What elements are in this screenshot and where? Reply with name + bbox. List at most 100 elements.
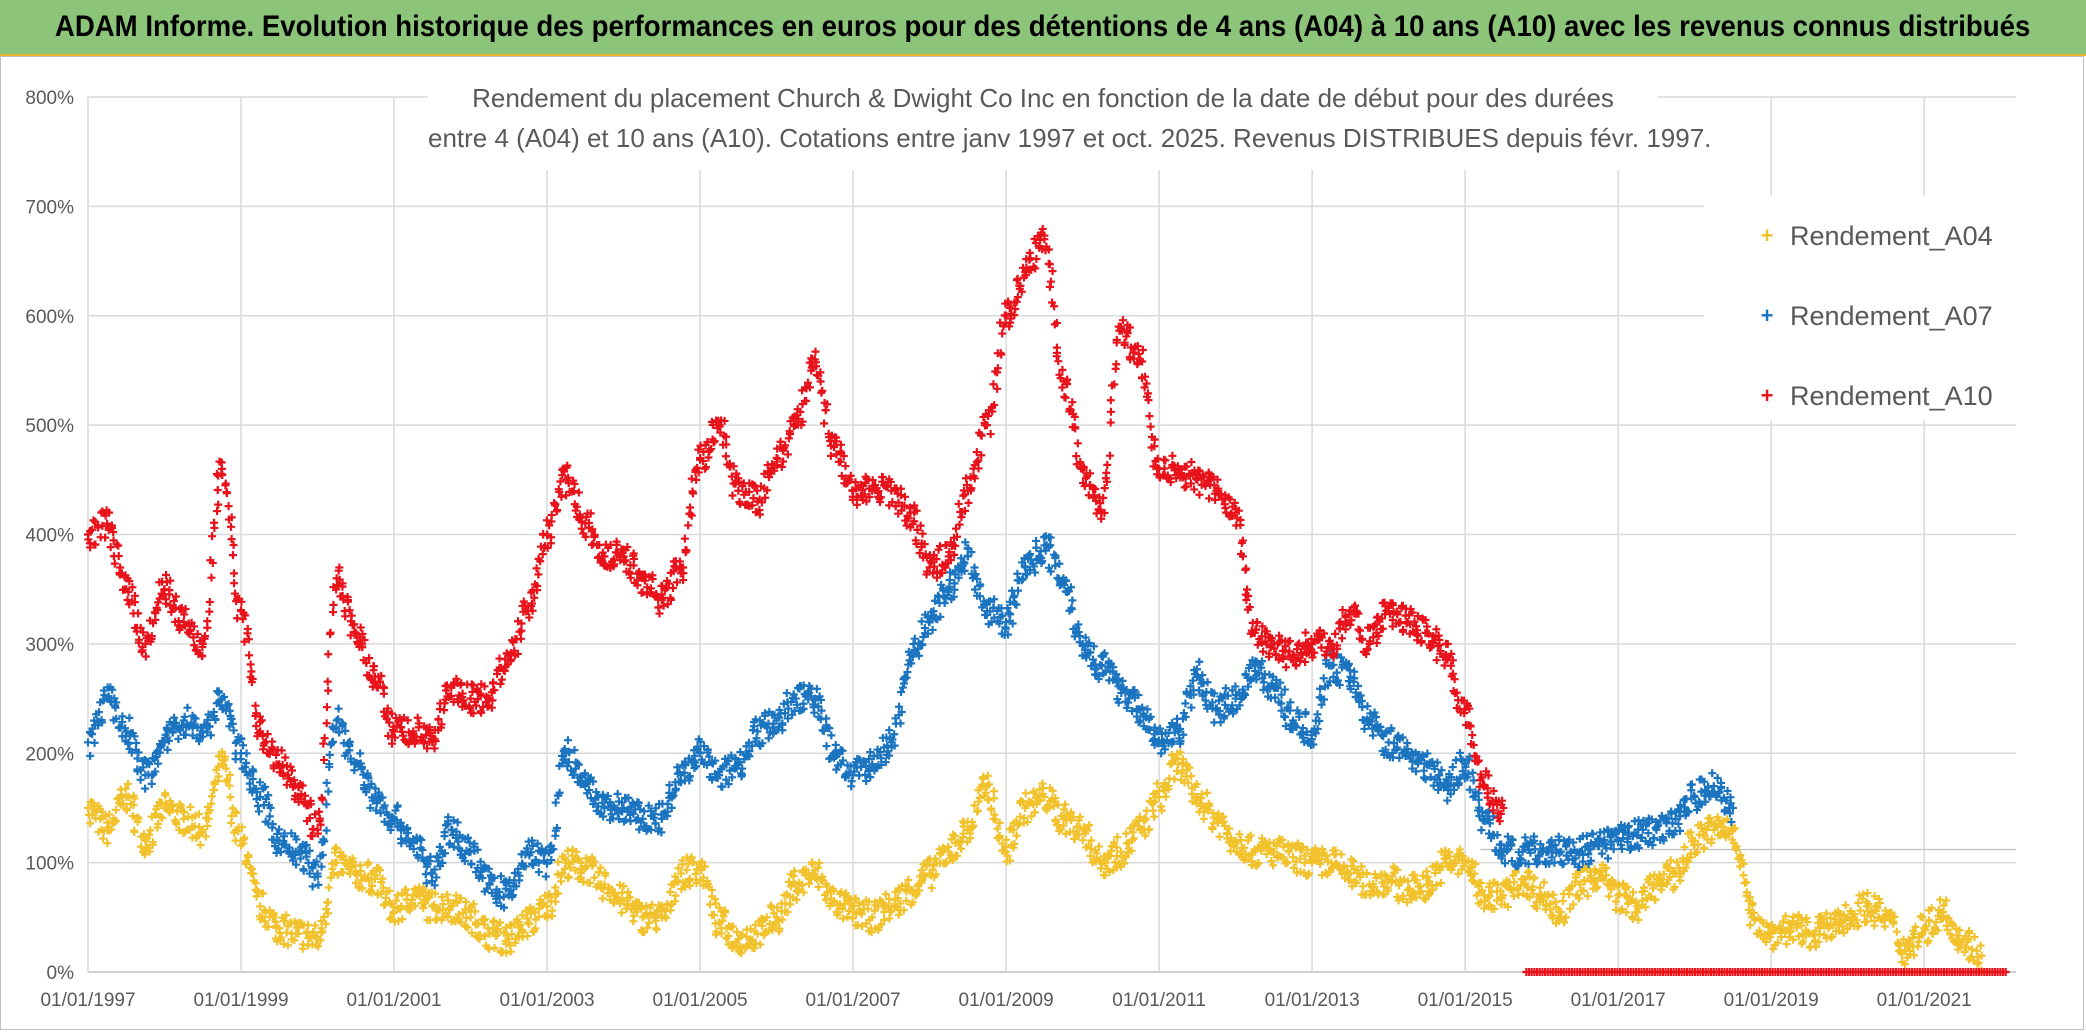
point-rendement-a07 <box>397 839 406 848</box>
point-rendement-a04 <box>1686 828 1695 837</box>
point-rendement-a04 <box>1623 882 1632 891</box>
point-rendement-a04 <box>758 914 767 923</box>
point-rendement-a04 <box>1560 918 1569 927</box>
point-rendement-a07 <box>467 859 476 868</box>
point-rendement-a04 <box>249 869 258 878</box>
point-rendement-a04 <box>1782 939 1791 948</box>
point-rendement-a07 <box>156 743 165 752</box>
point-rendement-a04 <box>572 847 581 856</box>
point-rendement-a07 <box>441 849 450 858</box>
point-rendement-a04 <box>1068 813 1077 822</box>
point-rendement-a04 <box>175 825 184 834</box>
point-rendement-a04 <box>324 909 333 918</box>
point-rendement-a04 <box>1536 883 1545 892</box>
point-rendement-a10 <box>329 600 338 609</box>
point-rendement-a04 <box>927 883 936 892</box>
point-rendement-a04 <box>944 842 953 851</box>
point-rendement-a04 <box>732 928 741 937</box>
point-rendement-a04 <box>382 893 391 902</box>
point-rendement-a04 <box>984 796 993 805</box>
point-rendement-a04 <box>1854 898 1863 907</box>
point-rendement-a04 <box>1466 864 1475 873</box>
point-rendement-a10 <box>324 650 333 659</box>
point-rendement-a07 <box>264 791 273 800</box>
point-rendement-a04 <box>989 787 998 796</box>
point-rendement-a07 <box>1597 849 1606 858</box>
point-rendement-a04 <box>195 823 204 832</box>
point-rendement-a04 <box>389 902 398 911</box>
point-rendement-a04 <box>1287 842 1296 851</box>
point-rendement-a04 <box>1748 899 1757 908</box>
point-rendement-a04 <box>833 911 842 920</box>
point-rendement-a10 <box>263 730 272 739</box>
point-rendement-a07 <box>470 839 479 848</box>
point-rendement-a07 <box>188 731 197 740</box>
point-rendement-a04 <box>1666 873 1675 882</box>
point-rendement-a04 <box>1357 862 1366 871</box>
chart-marks <box>84 224 2010 976</box>
point-rendement-a07 <box>308 882 317 891</box>
point-rendement-a04 <box>1352 878 1361 887</box>
point-rendement-a07 <box>224 700 233 709</box>
point-rendement-a04 <box>322 905 331 914</box>
x-tick-label: 01/01/1997 <box>40 990 135 1011</box>
point-rendement-a04 <box>1085 821 1094 830</box>
point-rendement-a10 <box>319 739 328 748</box>
point-rendement-a04 <box>220 755 229 764</box>
point-rendement-a07 <box>782 689 791 698</box>
point-rendement-a04 <box>1965 929 1974 938</box>
point-rendement-a04 <box>1149 806 1157 815</box>
point-rendement-a04 <box>393 891 402 900</box>
point-rendement-a04 <box>1192 779 1201 788</box>
point-rendement-a07 <box>141 784 150 793</box>
point-rendement-a10 <box>221 479 230 488</box>
point-rendement-a04 <box>1749 908 1758 917</box>
point-rendement-a07 <box>265 812 274 821</box>
point-rendement-a04 <box>175 800 184 809</box>
point-rendement-a04 <box>256 902 265 911</box>
point-rendement-a04 <box>662 913 671 922</box>
point-rendement-a04 <box>598 894 607 903</box>
point-rendement-a04 <box>1477 878 1486 887</box>
point-rendement-a04 <box>1605 892 1614 901</box>
point-rendement-a07 <box>367 779 376 788</box>
x-tick-label: 01/01/2015 <box>1418 990 1513 1011</box>
point-rendement-a04 <box>1546 899 1555 908</box>
point-rendement-a07 <box>454 837 463 846</box>
point-rendement-a07 <box>130 732 139 741</box>
point-rendement-a04 <box>877 920 886 929</box>
point-rendement-a04 <box>242 860 251 869</box>
point-rendement-a07 <box>181 730 190 739</box>
point-rendement-a04 <box>252 892 261 901</box>
point-rendement-a04 <box>358 884 367 893</box>
point-rendement-a04 <box>279 939 288 948</box>
point-rendement-a04 <box>1116 847 1125 856</box>
point-rendement-a07 <box>345 746 354 755</box>
point-rendement-a04 <box>563 846 572 855</box>
point-rendement-a04 <box>1659 870 1668 879</box>
point-rendement-a04 <box>648 900 657 909</box>
point-rendement-a04 <box>1464 856 1473 865</box>
point-rendement-a04 <box>750 944 759 953</box>
point-rendement-a04 <box>1129 834 1138 843</box>
point-rendement-a04 <box>1296 854 1305 863</box>
point-rendement-a04 <box>799 888 808 897</box>
point-rendement-a04 <box>1304 871 1313 880</box>
point-rendement-a04 <box>329 868 338 877</box>
point-rendement-a04 <box>993 824 1002 833</box>
point-rendement-a04 <box>839 914 848 923</box>
point-rendement-a04 <box>1602 864 1611 873</box>
point-rendement-a04 <box>1681 863 1690 872</box>
point-rendement-a10 <box>89 516 98 525</box>
point-rendement-a04 <box>865 915 874 924</box>
point-rendement-a07 <box>268 820 277 829</box>
point-rendement-a07 <box>241 763 250 772</box>
point-rendement-a10 <box>692 475 701 484</box>
point-rendement-a04 <box>616 899 625 908</box>
point-rendement-a04 <box>386 915 395 924</box>
point-rendement-a10 <box>324 686 333 695</box>
point-rendement-a10 <box>320 734 329 743</box>
point-rendement-a07 <box>317 862 326 871</box>
point-rendement-a04 <box>467 928 476 937</box>
point-rendement-a10 <box>227 522 236 531</box>
